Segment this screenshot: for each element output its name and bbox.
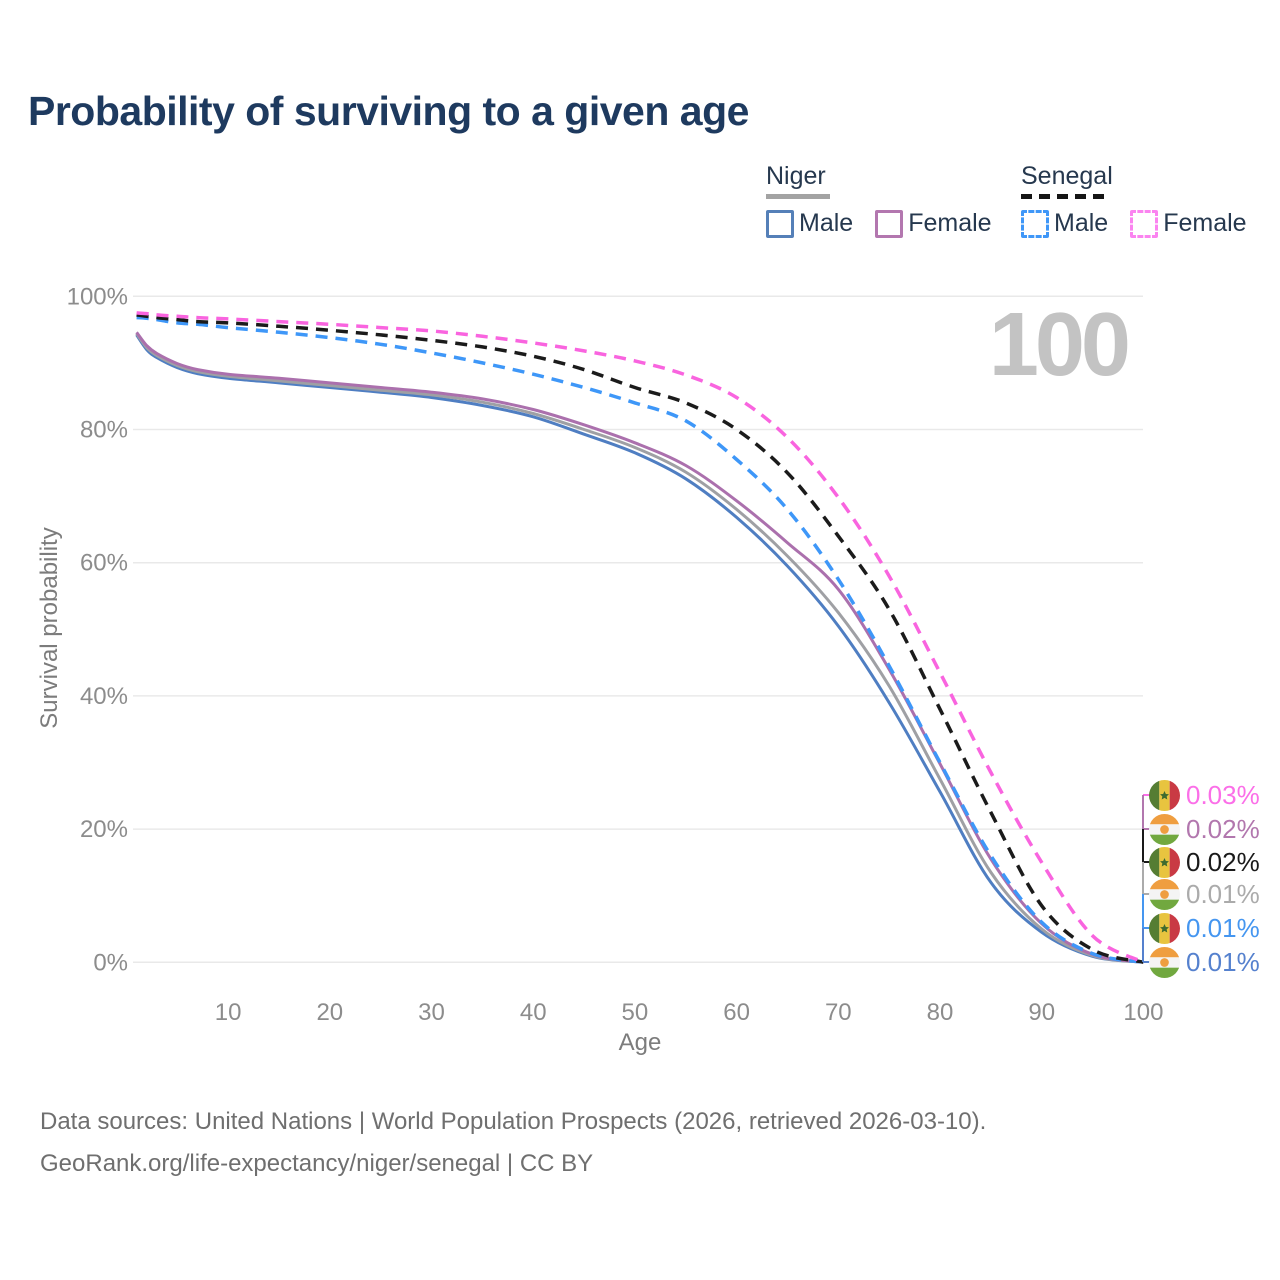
x-tick-label: 50: [622, 999, 649, 1026]
legend-senegal-label: Senegal: [1021, 162, 1113, 190]
y-tick-label: 20%: [80, 816, 128, 843]
end-label-row: 0.01%: [1149, 878, 1260, 910]
footer-sources: Data sources: United Nations | World Pop…: [40, 1108, 987, 1135]
end-label-value: 0.01%: [1186, 878, 1260, 909]
niger-flag-icon: [1149, 878, 1180, 910]
x-tick-label: 90: [1028, 999, 1055, 1026]
y-tick-label: 40%: [80, 683, 128, 710]
series-senegal-female: [136, 311, 1145, 964]
legend-item-senegal-male[interactable]: Male: [1021, 209, 1108, 238]
end-label-value: 0.02%: [1186, 813, 1260, 844]
legend-group-senegal: Senegal Male Female: [1021, 162, 1247, 238]
series-niger-overall: [135, 332, 1144, 964]
end-label-row: 0.01%: [1149, 946, 1260, 978]
y-tick-label: 80%: [80, 417, 128, 444]
series-niger-female: [135, 331, 1144, 964]
legend-senegal-underline: [1021, 194, 1109, 199]
niger-flag-icon: [1149, 946, 1180, 978]
x-axis-title: Age: [619, 1029, 662, 1056]
x-tick-label: 100: [1123, 999, 1163, 1026]
legend-item-niger-male[interactable]: Male: [766, 209, 853, 238]
x-tick-label: 40: [520, 999, 547, 1026]
series-niger-male: [135, 334, 1144, 964]
end-label-value: 0.01%: [1186, 912, 1260, 943]
senegal-female-swatch-icon[interactable]: [1130, 209, 1159, 238]
x-tick-label: 60: [723, 999, 750, 1026]
y-tick-label: 100%: [67, 283, 128, 310]
footer-attribution: GeoRank.org/life-expectancy/niger/senega…: [40, 1150, 594, 1177]
end-label-value: 0.03%: [1186, 779, 1260, 810]
legend-item-senegal-female[interactable]: Female: [1130, 209, 1247, 238]
niger-flag-icon: [1149, 813, 1180, 845]
age-watermark: 100: [988, 295, 1131, 395]
x-tick-label: 30: [418, 999, 445, 1026]
x-tick-label: 80: [927, 999, 954, 1026]
legend-item-label[interactable]: Female: [908, 209, 992, 237]
end-label-row: 0.02%: [1149, 813, 1260, 845]
legend-niger-label: Niger: [766, 162, 826, 190]
end-label-row: 0.03%: [1149, 779, 1260, 811]
legend-item-label[interactable]: Male: [1054, 209, 1109, 237]
y-tick-label: 0%: [93, 949, 128, 976]
senegal-flag-icon: [1149, 779, 1180, 811]
senegal-flag-icon: [1149, 912, 1180, 944]
x-tick-label: 20: [316, 999, 343, 1026]
legend-niger-underline: [766, 194, 830, 199]
legend-item-label[interactable]: Female: [1163, 209, 1247, 237]
niger-male-swatch-icon[interactable]: [766, 209, 794, 238]
y-tick-label: 60%: [80, 550, 128, 577]
end-label-row: 0.02%: [1149, 846, 1260, 878]
x-tick-label: 70: [825, 999, 852, 1026]
end-label-value: 0.02%: [1186, 846, 1260, 877]
x-tick-label: 10: [215, 999, 242, 1026]
legend-item-niger-female[interactable]: Female: [875, 209, 992, 238]
legend-group-niger: Niger Male Female: [766, 162, 992, 238]
end-label-row: 0.01%: [1149, 912, 1260, 944]
end-label-value: 0.01%: [1186, 946, 1260, 977]
series-senegal-male: [136, 315, 1144, 964]
niger-female-swatch-icon[interactable]: [875, 209, 904, 238]
page-title: Probability of surviving to a given age: [28, 88, 749, 134]
senegal-flag-icon: [1149, 846, 1180, 878]
senegal-male-swatch-icon[interactable]: [1021, 209, 1049, 238]
legend-item-label[interactable]: Male: [799, 209, 854, 237]
series-senegal-overall: [136, 313, 1144, 964]
